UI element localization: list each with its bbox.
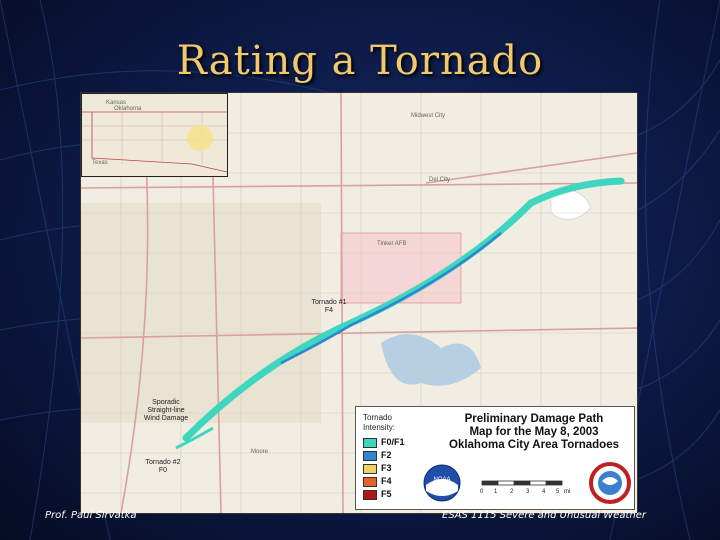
inset-label-texas: Texas: [92, 160, 108, 166]
legend-item: F5: [363, 489, 392, 500]
tinker-afb-label: Tinker AFB: [377, 241, 407, 247]
legend-heading: Tornado Intensity:: [363, 413, 396, 432]
tornado-2-label: Tornado #2 F0: [145, 459, 181, 474]
tornado-2-path: [175, 426, 214, 450]
slide-title: Rating a Tornado: [176, 38, 544, 84]
inset-locator-map: Kansas Oklahoma Texas: [81, 93, 228, 177]
scale-bar: [481, 480, 563, 486]
sporadic-wind-label: Sporadic Straight-line Wind Damage: [143, 399, 189, 422]
town-label: Moore: [251, 449, 269, 455]
legend-title: Preliminary Damage Path Map for the May …: [449, 413, 619, 451]
national-weather-service-logo-icon: [589, 462, 631, 504]
legend-item: F0/F1: [363, 437, 405, 448]
inset-label-oklahoma: Oklahoma: [114, 106, 142, 112]
legend-graphics: NOAA: [423, 462, 631, 504]
tornado-1-label: Tornado #1 F4: [311, 299, 347, 314]
town-label: Midwest City: [411, 113, 446, 119]
svg-text:NOAA: NOAA: [433, 477, 450, 483]
map-legend: Tornado Intensity: F0/F1 F2 F3 F4 F5 Prel…: [355, 406, 635, 510]
noaa-logo-icon: NOAA: [423, 464, 461, 502]
footer-author: Prof. Paul Sirvatka: [45, 510, 137, 521]
inset-label-kansas: Kansas: [106, 100, 127, 106]
footer-course: ESAS 1115 Severe and Unusual Weather: [442, 510, 646, 521]
legend-item: F2: [363, 450, 392, 461]
legend-item: F4: [363, 476, 392, 487]
tornado-1-path: [182, 177, 625, 442]
town-label: Del City: [429, 177, 451, 183]
legend-item: F3: [363, 463, 392, 474]
damage-path-map: Kansas Oklahoma Texas Tornado #1 F4 Spora…: [80, 92, 638, 514]
